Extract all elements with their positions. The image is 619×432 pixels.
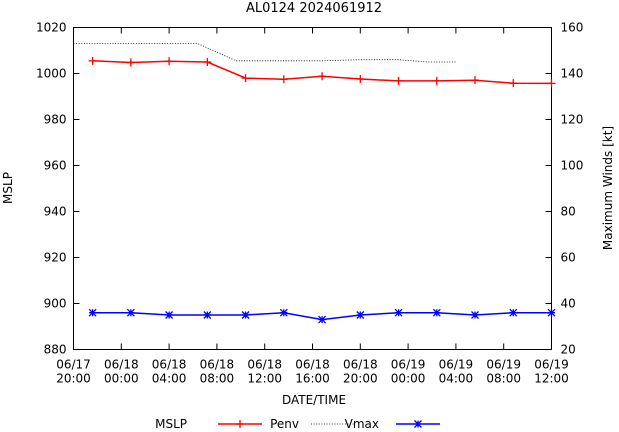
legend-label-2: Vmax <box>345 417 379 431</box>
data-point-vmax <box>203 311 212 319</box>
left-tick-label: 980 <box>44 113 67 127</box>
series-penv <box>73 43 456 63</box>
left-tick-label: 920 <box>44 251 67 265</box>
x-tick-date: 06/19 <box>391 358 426 372</box>
legend-label-0: MSLP <box>155 417 187 431</box>
x-tick-date: 06/19 <box>439 358 474 372</box>
x-tick-time: 08:00 <box>200 372 235 386</box>
left-tick-label: 880 <box>44 343 67 357</box>
x-tick-time: 12:00 <box>247 372 282 386</box>
legend: MSLP Penv Vmax <box>155 417 440 431</box>
chart-title: AL0124 2024061912 <box>246 1 382 16</box>
data-point-vmax <box>356 311 365 319</box>
y-axis-label-right: Maximum Winds [kt] <box>601 126 615 250</box>
data-point-mslp <box>241 74 250 83</box>
right-tick-label: 120 <box>561 113 584 127</box>
x-tick-time: 04:00 <box>152 372 187 386</box>
right-tick-label: 100 <box>561 159 584 173</box>
data-point-mslp <box>165 57 174 66</box>
series-line-penv <box>73 43 456 63</box>
left-tick-label: 1020 <box>36 21 67 35</box>
data-point-mslp <box>203 58 212 66</box>
data-point-mslp <box>471 76 480 85</box>
x-tick-time: 04:00 <box>439 372 474 386</box>
data-point-mslp <box>279 75 288 84</box>
x-tick-date: 06/18 <box>104 358 139 372</box>
series-vmax <box>88 308 556 324</box>
data-point-vmax <box>509 308 518 317</box>
plot-frame <box>73 27 552 350</box>
legend-marker <box>236 420 244 428</box>
x-tick-time: 16:00 <box>295 372 330 386</box>
data-point-mslp <box>432 76 441 85</box>
right-tick-label: 60 <box>561 251 576 265</box>
data-point-vmax <box>471 311 479 319</box>
data-point-vmax <box>126 308 135 317</box>
x-tick-time: 08:00 <box>486 372 521 386</box>
x-axis-label: DATE/TIME <box>282 393 346 407</box>
data-point-mslp <box>509 79 518 88</box>
legend-label-1: Penv <box>270 417 299 431</box>
series-layer <box>73 43 556 324</box>
right-tick-label: 160 <box>561 21 584 35</box>
data-point-mslp <box>356 75 365 84</box>
data-point-mslp <box>547 79 556 88</box>
data-point-vmax <box>318 315 327 324</box>
data-point-mslp <box>394 76 403 85</box>
x-tick-date: 06/18 <box>200 358 235 372</box>
x-tick-date: 06/19 <box>486 358 521 372</box>
right-tick-label: 140 <box>561 67 584 81</box>
x-tick-time: 20:00 <box>56 372 91 386</box>
x-tick-date: 06/17 <box>56 358 91 372</box>
data-point-mslp <box>88 56 97 65</box>
x-axis: 06/1720:0006/1800:0006/1804:0006/1808:00… <box>56 27 569 386</box>
x-tick-time: 00:00 <box>104 372 139 386</box>
right-tick-label: 40 <box>561 297 576 311</box>
series-mslp <box>88 56 556 88</box>
left-tick-label: 960 <box>44 159 67 173</box>
x-tick-date: 06/19 <box>534 358 569 372</box>
right-tick-label: 80 <box>561 205 576 219</box>
x-tick-date: 06/18 <box>295 358 330 372</box>
x-tick-time: 20:00 <box>343 372 378 386</box>
data-point-vmax <box>547 308 556 317</box>
data-point-mslp <box>126 58 135 67</box>
x-tick-time: 12:00 <box>534 372 569 386</box>
left-tick-label: 1000 <box>36 67 67 81</box>
data-point-vmax <box>279 308 288 317</box>
x-tick-date: 06/18 <box>247 358 282 372</box>
data-point-vmax <box>432 308 441 317</box>
right-tick-label: 20 <box>561 343 576 357</box>
left-tick-label: 900 <box>44 297 67 311</box>
data-point-vmax <box>165 311 174 319</box>
right-axis: 20 40 60 80 100 120 140 160 <box>545 21 584 357</box>
data-point-mslp <box>318 72 327 81</box>
legend-marker <box>414 420 422 428</box>
data-point-vmax <box>241 311 250 319</box>
data-point-vmax <box>394 308 403 317</box>
left-tick-label: 940 <box>44 205 67 219</box>
x-tick-date: 06/18 <box>152 358 187 372</box>
left-axis: 880 900 920 940 960 980 1000 1020 <box>36 21 80 357</box>
x-tick-time: 00:00 <box>391 372 426 386</box>
y-axis-label-left: MSLP <box>1 172 15 204</box>
data-point-vmax <box>88 308 97 317</box>
x-tick-date: 06/18 <box>343 358 378 372</box>
